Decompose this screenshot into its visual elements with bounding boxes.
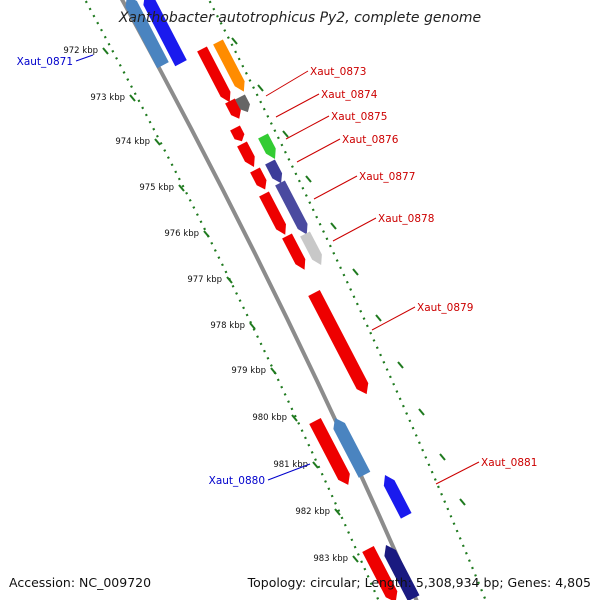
topology-text: Topology: circular; Length: 5,308,934 bp… [247, 575, 591, 590]
gene-arrow [197, 46, 231, 103]
gene-label: Xaut_0880 [209, 475, 265, 487]
gene-label-leader [313, 175, 358, 200]
gene-arrow [143, 0, 187, 67]
gene-arrow [333, 418, 371, 478]
gene-arrow [258, 133, 276, 160]
kbp-label: 975 kbp [139, 183, 174, 193]
kbp-tick [226, 276, 233, 284]
gene-label-leader [267, 463, 311, 481]
outer-ruler-tick [257, 84, 264, 92]
kbp-label: 979 kbp [231, 366, 266, 376]
gene-arrow [125, 0, 169, 69]
outer-ruler-tick [231, 37, 238, 45]
outer-ruler-tick [418, 408, 425, 416]
gene-label-leader [296, 138, 341, 163]
gene-arrow [300, 231, 322, 266]
gene-label: Xaut_0875 [331, 111, 387, 123]
kbp-tick [203, 230, 210, 238]
gene-label-leader [371, 306, 416, 331]
kbp-tick [334, 508, 341, 516]
gene-arrow [259, 191, 286, 235]
outer-ruler [207, 0, 487, 600]
gene-label: Xaut_0881 [481, 457, 537, 469]
kbp-tick [129, 94, 136, 102]
kbp-label: 974 kbp [115, 137, 150, 147]
gene-arrow [225, 98, 241, 119]
kbp-label: 983 kbp [313, 554, 348, 564]
gene-label: Xaut_0876 [342, 134, 399, 146]
kbp-label: 978 kbp [210, 321, 245, 331]
outer-ruler-tick [375, 314, 382, 322]
kbp-label: 972 kbp [63, 46, 98, 56]
outer-ruler-tick [330, 222, 337, 230]
kbp-tick [291, 414, 298, 422]
gene-label: Xaut_0879 [417, 302, 473, 314]
gene-label-leader [275, 93, 320, 118]
gene-arrow [308, 289, 369, 395]
inner-ruler [83, 0, 380, 600]
kbp-tick [270, 367, 277, 375]
gene-label-leader [265, 70, 309, 97]
kbp-label: 973 kbp [90, 93, 125, 103]
outer-ruler-tick [397, 361, 404, 369]
gene-label-leader [285, 115, 330, 140]
outer-ruler-tick [305, 175, 312, 183]
gene-label: Xaut_0871 [17, 56, 73, 68]
gene-arrow [282, 233, 306, 270]
gene-arrow [275, 180, 308, 235]
gene-label: Xaut_0873 [310, 66, 366, 78]
kbp-label: 980 kbp [252, 413, 287, 423]
gene-label: Xaut_0874 [321, 89, 378, 101]
gene-label: Xaut_0878 [378, 213, 434, 225]
gene-arrow [383, 475, 412, 519]
kbp-tick [154, 138, 161, 146]
gene-arrow [230, 125, 245, 142]
gene-arrow [213, 39, 245, 92]
kbp-tick [352, 555, 359, 563]
gene-arrow [362, 545, 398, 600]
kbp-label: 976 kbp [164, 229, 199, 239]
outer-ruler-tick [352, 268, 359, 276]
kbp-tick [312, 461, 319, 469]
kbp-tick [102, 47, 109, 55]
genome-backbone [120, 0, 419, 600]
outer-ruler-tick [439, 453, 446, 461]
kbp-tick [249, 322, 256, 330]
accession-text: Accession: NC_009720 [9, 575, 152, 590]
map-title: Xanthobacter autotrophicus Py2, complete… [118, 10, 482, 26]
gene-label-leader [435, 461, 480, 485]
gene-arrow [384, 545, 420, 600]
kbp-label: 982 kbp [295, 507, 330, 517]
outer-ruler-tick [282, 130, 289, 138]
kbp-tick [178, 184, 185, 192]
gene-label-leader [332, 217, 377, 242]
outer-ruler-tick [459, 498, 466, 506]
kbp-label: 981 kbp [273, 460, 308, 470]
gene-label: Xaut_0877 [359, 171, 415, 183]
gene-arrow [265, 159, 283, 184]
gene-label-leader [75, 54, 94, 62]
gene-arrow [309, 417, 350, 485]
kbp-label: 977 kbp [187, 275, 222, 285]
gene-arrow [237, 141, 255, 168]
gene-arrow [250, 167, 267, 190]
gene-arrow [235, 94, 250, 113]
